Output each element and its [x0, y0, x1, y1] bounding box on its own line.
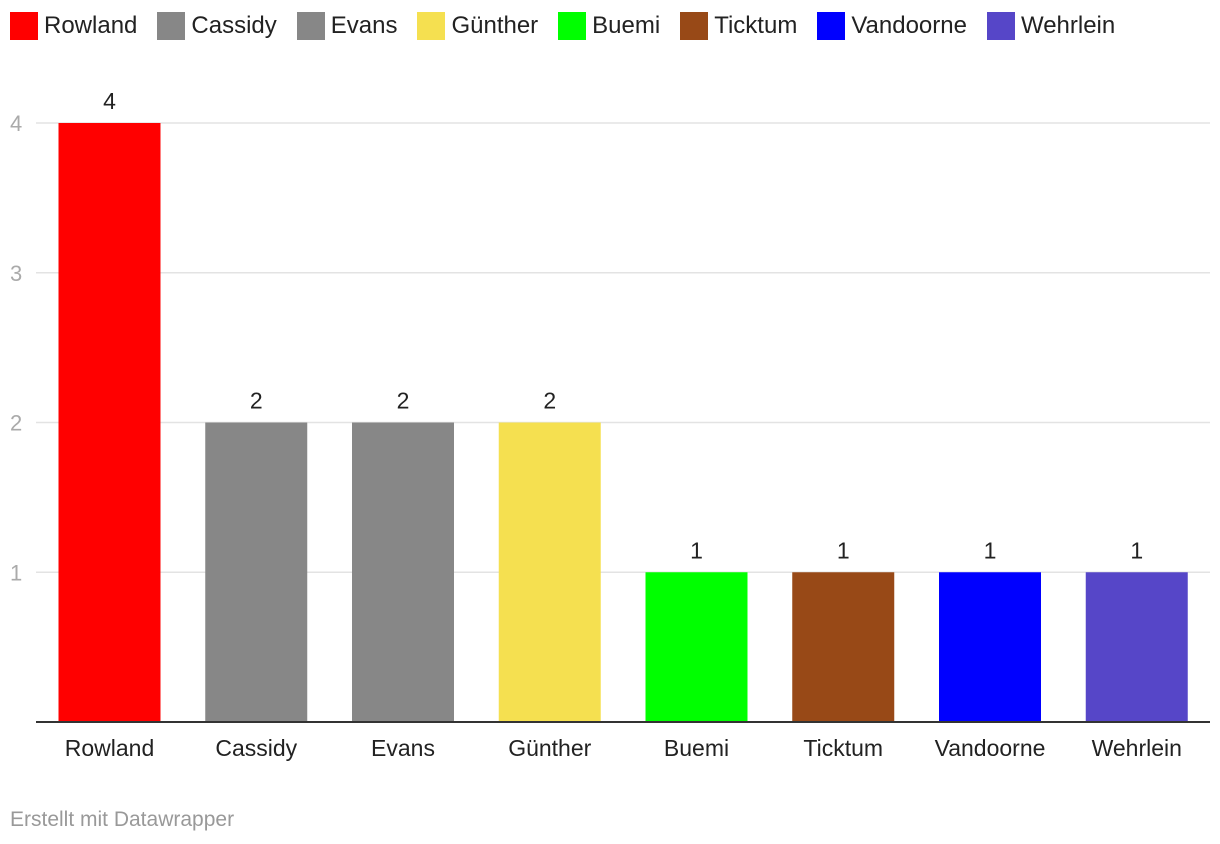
x-tick-label: Cassidy	[215, 735, 297, 761]
legend-swatch	[417, 12, 446, 40]
legend-label: Wehrlein	[1020, 12, 1116, 39]
y-tick-label: 1	[10, 560, 22, 585]
legend-label: Ticktum	[714, 12, 798, 39]
legend-swatch	[680, 12, 709, 40]
legend-swatch	[817, 12, 846, 40]
legend-item: Rowland	[10, 12, 137, 40]
legend-swatch	[986, 12, 1015, 40]
legend-label: Rowland	[44, 12, 138, 39]
data-label: 2	[543, 388, 556, 414]
bar	[352, 422, 454, 722]
bar	[1085, 572, 1188, 722]
bar	[645, 572, 748, 722]
x-tick-label: Wehrlein	[1092, 735, 1182, 761]
data-label: 1	[837, 537, 850, 563]
x-tick-label: Rowland	[65, 735, 155, 761]
y-tick-label: 2	[10, 411, 22, 436]
legend-item: Wehrlein	[986, 12, 1116, 40]
legend-label: Buemi	[592, 12, 661, 39]
legend-item: Günther	[417, 12, 538, 40]
x-tick-label: Buemi	[664, 735, 729, 761]
legend: Rowland Cassidy Evans Günther Buemi Ticktum Va…	[10, 12, 1135, 40]
bar	[58, 123, 161, 722]
data-label: 2	[397, 388, 410, 414]
bar	[939, 572, 1041, 722]
legend-label: Günther	[451, 12, 539, 39]
legend-item: Cassidy	[157, 12, 277, 40]
legend-swatch	[157, 12, 186, 40]
legend-item: Buemi	[558, 12, 660, 40]
legend-label: Evans	[330, 12, 398, 39]
legend-item: Vandoorne	[817, 12, 967, 40]
legend-label: Vandoorne	[851, 12, 967, 39]
data-label: 1	[984, 537, 997, 563]
data-label: 1	[690, 537, 703, 563]
y-tick-label: 4	[10, 111, 22, 136]
x-tick-label: Vandoorne	[935, 735, 1046, 761]
credit-text: Erstellt mit Datawrapper	[10, 808, 235, 831]
legend-swatch	[558, 12, 587, 40]
data-label: 4	[103, 88, 116, 114]
y-tick-label: 3	[10, 261, 22, 286]
bar	[498, 422, 601, 722]
bar	[792, 572, 895, 722]
x-tick-label: Günther	[508, 735, 591, 761]
data-label: 1	[1130, 537, 1143, 563]
legend-swatch	[10, 12, 38, 40]
bar	[205, 422, 308, 722]
data-label: 2	[250, 388, 263, 414]
legend-item: Evans	[296, 12, 398, 40]
legend-item: Ticktum	[680, 12, 797, 40]
x-tick-label: Ticktum	[803, 735, 883, 761]
x-tick-label: Evans	[371, 735, 435, 761]
legend-swatch	[296, 12, 325, 40]
legend-label: Cassidy	[191, 12, 277, 39]
